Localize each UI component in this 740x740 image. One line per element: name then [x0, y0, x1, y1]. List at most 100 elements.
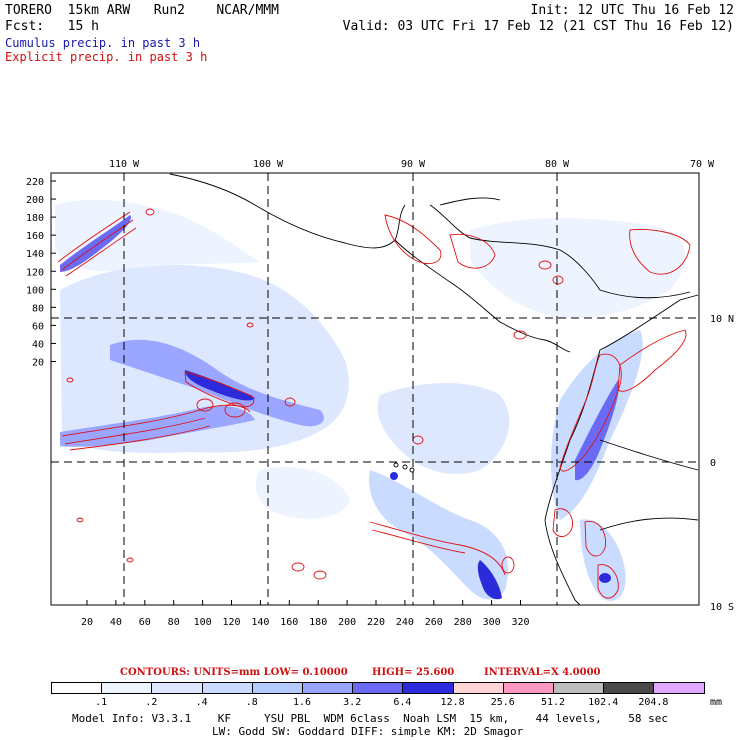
y-tick-label: 180 [26, 213, 44, 224]
contour-peru-2 [584, 520, 606, 557]
init-time: Init: 12 UTC Thu 16 Feb 12 [530, 3, 735, 18]
model-info-line1: Model Info: V3.3.1 KF YSU PBL WDM 6class… [72, 712, 669, 725]
x-tick-label: 240 [396, 617, 414, 628]
y-tick-label: 160 [26, 231, 44, 242]
legend-color-box [502, 682, 554, 694]
x-tick-label: 40 [110, 617, 122, 628]
contour-peru-1 [552, 508, 573, 537]
lon-label: 110 W [109, 159, 140, 170]
legend-tick: .4 [195, 697, 208, 708]
x-tick-label: 280 [454, 617, 472, 628]
forecast-hour: Fcst: 15 h [5, 19, 99, 34]
contour-cell [313, 570, 327, 580]
contour-cell [284, 397, 296, 407]
contour-units-label: CONTOURS: UNITS=mm LOW= 0.10000 [120, 667, 348, 678]
coastline-caribbean [429, 204, 691, 299]
legend-color-box [201, 682, 253, 694]
lon-label: 70 W [690, 159, 715, 170]
contour-cell [76, 517, 84, 523]
precip-band-andes [575, 380, 619, 481]
contour-andes-1 [559, 353, 622, 472]
y-tick-label: 140 [26, 249, 44, 260]
model-info-line2: LW: Godd SW: Goddard DIFF: simple KM: 2D… [212, 725, 524, 738]
precip-area-peru [580, 519, 626, 601]
x-tick-label: 320 [511, 617, 529, 628]
legend-tick: 6.4 [393, 697, 412, 708]
x-tick-label: 140 [251, 617, 269, 628]
x-tick-label: 200 [338, 617, 356, 628]
precip-band-central-core [185, 370, 255, 401]
x-tick-label: 300 [483, 617, 501, 628]
lat-label: 0 [710, 458, 716, 469]
x-tick-label: 100 [194, 617, 212, 628]
x-tick-label: 260 [425, 617, 443, 628]
legend-tick: 25.6 [490, 697, 515, 708]
y-tick-label: 220 [26, 177, 44, 188]
legend-tick: 1.6 [292, 697, 312, 708]
contour-cell [552, 275, 564, 285]
coastline-mexico [169, 173, 406, 249]
explicit-precip-contours [57, 208, 691, 599]
legend-color-box [101, 682, 153, 694]
y-tick-label: 200 [26, 195, 44, 206]
x-tick-label: 180 [309, 617, 327, 628]
contour-cell [224, 402, 246, 418]
legend-tick: 51.2 [540, 697, 566, 708]
run-title: TORERO 15km ARW Run2 NCAR/MMM [5, 3, 279, 18]
legend-tick: 102.4 [588, 697, 619, 708]
legend-tick: .8 [245, 697, 258, 708]
contour-south [369, 521, 506, 576]
legend-color-box [352, 682, 404, 694]
coastlines [169, 173, 699, 606]
contour-andes-2 [617, 329, 687, 392]
precip-area-southwest [255, 466, 350, 519]
legend-color-box [402, 682, 454, 694]
legend-color-box [603, 682, 655, 694]
coastline-central-america [394, 239, 571, 353]
contour-cell [196, 398, 214, 412]
precip-cell-peru [599, 573, 611, 583]
contour-central-america [384, 214, 496, 269]
y-tick-label: 120 [26, 267, 44, 278]
x-tick-label: 220 [367, 617, 385, 628]
contour-peru-3 [597, 564, 619, 599]
contour-cell [538, 260, 552, 270]
lon-label: 100 W [253, 159, 284, 170]
bottom-x-ticks: 20 40 60 80 100 120 140 160 180 200 220 240 260 280 30… [81, 600, 530, 628]
x-tick-label: 60 [139, 617, 151, 628]
contour-caribbean [629, 229, 691, 275]
x-tick-label: 20 [81, 617, 93, 628]
explicit-precip-title: Explicit precip. in past 3 h [5, 50, 208, 64]
coastline-south-america-north [599, 294, 699, 351]
contour-cell [145, 208, 155, 216]
precip-band-south [477, 560, 502, 600]
legend-tick: 204.8 [638, 697, 669, 708]
y-tick-label: 80 [32, 303, 44, 314]
legend-unit-label: mm [710, 697, 723, 708]
lat-label: 10 N [710, 314, 734, 325]
precip-area-south [369, 470, 509, 600]
legend-color-box [302, 682, 354, 694]
contour-central [184, 371, 255, 408]
legend-tick: .1 [95, 697, 108, 708]
contour-cell [246, 322, 254, 328]
galapagos-island [402, 464, 408, 470]
legend-color-box [251, 682, 303, 694]
legend-color-box [151, 682, 203, 694]
legend-color-box [51, 682, 103, 694]
contour-cell [66, 377, 74, 383]
legend-tick: 12.8 [440, 697, 465, 708]
cumulus-precip-title: Cumulus precip. in past 3 h [5, 36, 201, 50]
lon-label: 80 W [545, 159, 570, 170]
galapagos-island [393, 462, 399, 468]
left-y-ticks: 220 200 180 160 140 120 100 80 60 40 20 [26, 177, 56, 369]
x-tick-label: 80 [168, 617, 180, 628]
precip-map: 110 W 100 W 90 W 80 W 70 W 10 N 0 10 S 2… [26, 159, 734, 628]
contour-cell [126, 557, 134, 563]
legend-color-box [653, 682, 705, 694]
precip-cell-galapagos [390, 472, 398, 480]
coastline-yucatan [439, 197, 501, 206]
legend-color-box [452, 682, 504, 694]
y-tick-label: 100 [26, 285, 44, 296]
contour-high-label: HIGH= 25.600 [372, 667, 455, 678]
